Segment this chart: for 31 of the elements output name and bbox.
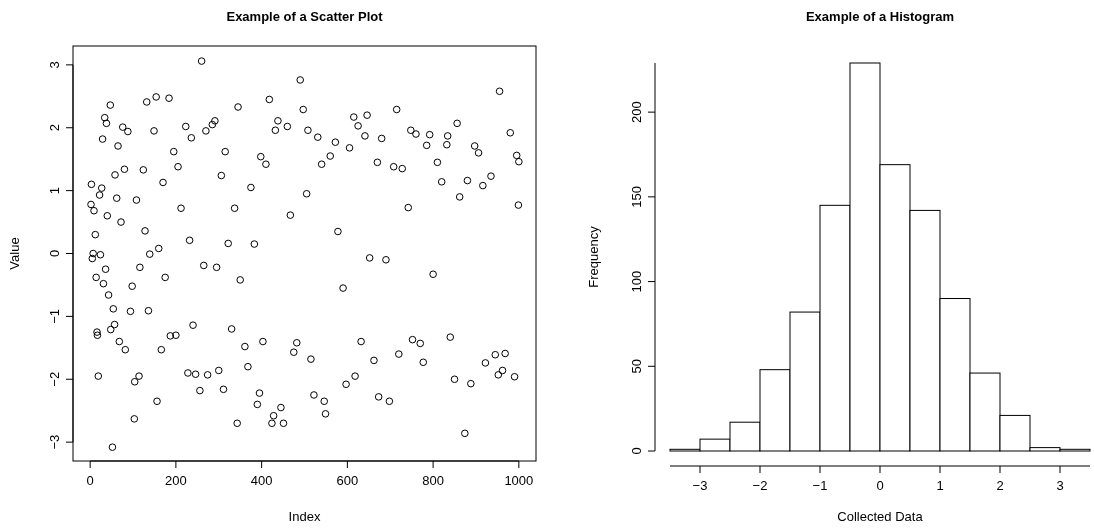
y-tick-label: −2 (47, 371, 62, 387)
y-tick-label: −1 (47, 308, 62, 324)
y-tick-label: 0 (47, 249, 62, 258)
y-tick-label: 200 (629, 101, 644, 123)
x-tick-label: 200 (165, 473, 187, 488)
x-tick-label: 1 (936, 478, 944, 493)
y-tick-label: 1 (47, 187, 62, 195)
x-tick-label: 800 (422, 473, 444, 488)
x-tick-label: 400 (250, 473, 273, 488)
x-axis-title: Collected Data (837, 509, 924, 524)
chart-title: Example of a Scatter Plot (226, 9, 384, 24)
y-tick-label: 0 (629, 447, 644, 455)
x-tick-label: 0 (86, 473, 94, 488)
x-tick-label: −2 (752, 478, 768, 493)
y-tick-label: 50 (629, 359, 644, 374)
y-tick-label: 3 (47, 61, 62, 69)
x-tick-label: −3 (692, 478, 708, 493)
x-tick-label: 1000 (504, 473, 534, 488)
x-axis-title: Index (288, 509, 321, 524)
y-axis-title: Value (7, 237, 22, 270)
y-tick-label: 2 (47, 124, 62, 132)
x-tick-label: −1 (812, 478, 828, 493)
x-tick-label: 600 (336, 473, 359, 488)
chart-title: Example of a Histogram (805, 9, 955, 24)
y-axis-title: Frequency (586, 225, 601, 288)
x-tick-label: 0 (876, 478, 884, 493)
y-tick-label: −3 (47, 434, 62, 450)
x-tick-label: 3 (1056, 478, 1064, 493)
y-tick-label: 100 (629, 270, 644, 293)
y-tick-label: 150 (629, 186, 644, 208)
x-tick-label: 2 (996, 478, 1004, 493)
